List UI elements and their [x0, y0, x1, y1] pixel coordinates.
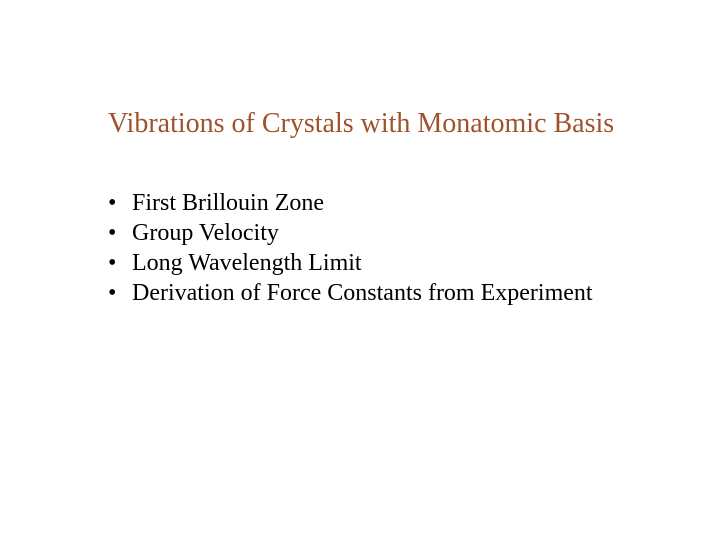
bullet-text: Group Velocity [132, 218, 680, 248]
bullet-text: First Brillouin Zone [132, 188, 680, 218]
slide-container: Vibrations of Crystals with Monatomic Ba… [0, 0, 720, 540]
list-item: • Group Velocity [108, 218, 680, 248]
bullet-marker: • [108, 248, 132, 278]
bullet-marker: • [108, 188, 132, 218]
list-item: • Derivation of Force Constants from Exp… [108, 278, 680, 308]
list-item: • First Brillouin Zone [108, 188, 680, 218]
bullet-text: Long Wavelength Limit [132, 248, 680, 278]
slide-title: Vibrations of Crystals with Monatomic Ba… [108, 108, 680, 140]
bullet-marker: • [108, 278, 132, 308]
bullet-text: Derivation of Force Constants from Exper… [132, 278, 680, 308]
bullet-marker: • [108, 218, 132, 248]
list-item: • Long Wavelength Limit [108, 248, 680, 278]
bullet-list: • First Brillouin Zone • Group Velocity … [108, 188, 680, 308]
